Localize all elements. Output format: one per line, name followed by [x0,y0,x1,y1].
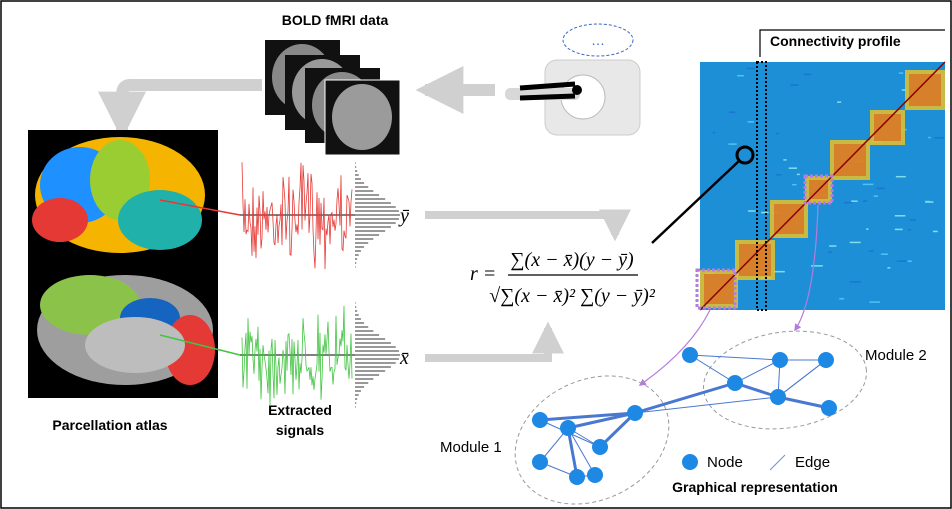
matrix-cell [776,174,781,176]
node [587,467,603,483]
matrix-cell [797,174,800,176]
node [772,352,788,368]
matrix-cell [895,229,903,231]
formula-denominator: √∑(x − x̄)² ∑(y − ȳ)² [489,285,656,307]
matrix-cell [729,112,735,114]
matrix-block [874,114,901,141]
figure: BOLD fMRI data … Connectivity profile [0,0,952,509]
matrix-block [704,274,734,304]
matrix-cell [870,301,880,303]
matrix-cell [851,200,857,202]
module-label: Module 2 [865,347,927,364]
matrix-cell [908,260,912,262]
connectivity-matrix [700,62,945,310]
matrix-block [739,244,771,276]
atlas-image [28,130,218,398]
signals-label: Extracted [268,402,332,418]
matrix-cell [933,231,938,233]
graph-title: Graphical representation [672,479,838,495]
matrix-block [834,144,866,176]
signals-label: signals [276,422,324,438]
matrix-cell [776,133,779,135]
matrix-cell [844,202,852,204]
atlas-label: Parcellation atlas [52,417,167,433]
matrix-cell [897,260,907,262]
matrix-cell [790,84,798,86]
matrix-cell [925,201,933,203]
matrix-cell [713,132,715,134]
matrix-cell [792,184,796,186]
node [682,347,698,363]
matrix-cell [829,245,836,247]
matrix-cell [828,251,832,253]
matrix-cell [789,167,797,169]
matrix-cell [863,184,874,186]
node [569,469,585,485]
matrix-cell [748,210,756,212]
x-mean: x̄ [399,347,409,369]
matrix-cell [876,188,884,190]
matrix-cell [839,298,844,300]
matrix-cell [899,72,903,74]
matrix-cell [896,176,906,178]
matrix-cell [783,159,786,161]
matrix-cell [774,271,785,273]
matrix-cell [850,242,861,244]
node [818,352,834,368]
matrix-cell [804,74,812,76]
module-label: Module 1 [440,439,502,456]
matrix-cell [874,195,878,197]
matrix-cell [837,101,841,103]
legend-text: Node [707,454,743,471]
legend-text: Edge [795,454,830,471]
matrix-cell [910,219,916,221]
matrix-cell [928,137,930,139]
node [532,454,548,470]
matrix-cell [895,215,906,217]
matrix-cell [934,137,943,139]
matrix-cell [863,200,867,202]
matrix-cell [908,229,911,231]
legend-node [682,454,698,470]
matrix-block [909,74,941,106]
node [560,420,576,436]
page: {"header": {"bold_label": "BOLD fMRI dat… [0,0,952,509]
node [770,389,786,405]
matrix-cell [850,281,861,283]
node [727,375,743,391]
matrix-cell [869,250,874,252]
formula-numerator: ∑(x − x̄)(y − ȳ) [510,249,634,271]
y-mean: ȳ [398,205,410,227]
node [821,400,837,416]
matrix-cell [761,212,769,214]
bold-label: BOLD fMRI data [282,12,389,28]
node [592,439,608,455]
matrix-cell [811,265,823,267]
matrix-cell [748,121,754,123]
matrix-cell [881,253,888,255]
svg-text:…: … [591,32,605,48]
matrix-cell [747,68,755,70]
node [627,405,643,421]
matrix-cell [866,228,868,230]
formula-lhs: r = [470,263,496,285]
matrix-cell [887,267,890,269]
matrix-cell [737,75,744,77]
connectivity-label: Connectivity profile [770,33,901,49]
node [532,412,548,428]
matrix-cell [728,143,736,145]
